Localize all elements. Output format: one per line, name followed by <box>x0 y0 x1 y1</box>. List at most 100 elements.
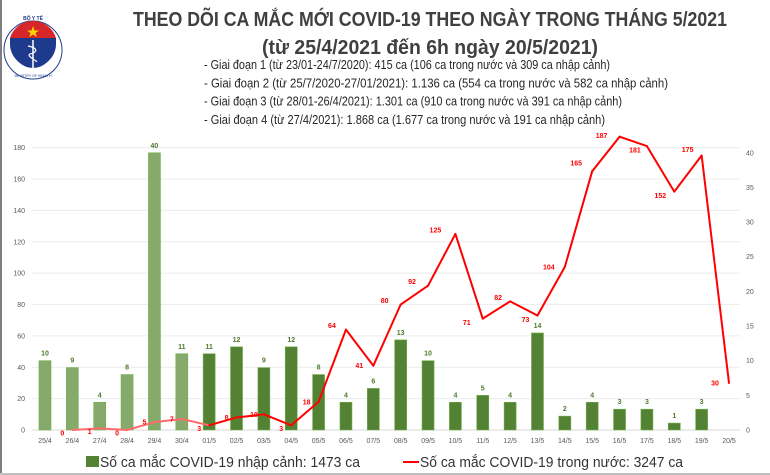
x-tick-label: 04/5 <box>284 438 298 445</box>
line-data-label: 92 <box>408 279 416 286</box>
right-tick-label: 25 <box>746 254 754 261</box>
x-tick-label: 02/5 <box>230 438 244 445</box>
left-tick-label: 140 <box>13 208 25 215</box>
x-tick-label: 30/4 <box>175 438 189 445</box>
x-tick-label: 05/5 <box>312 438 326 445</box>
bar-data-label: 3 <box>645 399 649 406</box>
x-tick-label: 28/4 <box>120 438 134 445</box>
line-data-label: 181 <box>629 148 641 155</box>
bar <box>120 374 134 431</box>
x-tick-label: 26/4 <box>66 438 80 445</box>
legend-label-bar: Số ca mắc COVID-19 nhập cảnh: 1473 ca <box>100 454 361 471</box>
bar <box>93 401 107 431</box>
bar-data-label: 9 <box>70 358 74 365</box>
line-segment <box>399 284 430 306</box>
x-tick-label: 07/5 <box>367 438 381 445</box>
line-segment <box>536 265 566 317</box>
line-segment <box>180 418 211 427</box>
line-data-label: 41 <box>355 363 363 370</box>
bar <box>667 422 681 431</box>
phase-summary-item: - Giai đoạn 4 (từ 27/4/2021): 1.868 ca (… <box>204 113 605 127</box>
line-segment <box>235 413 265 419</box>
bar-data-label: 3 <box>618 399 622 406</box>
right-tick-label: 35 <box>746 185 754 192</box>
left-tick-label: 80 <box>17 302 25 309</box>
legend-label-line: Số ca mắc COVID-19 trong nước: 3247 ca <box>420 454 684 471</box>
bar-data-label: 4 <box>98 392 102 399</box>
x-tick-label: 17/5 <box>640 438 654 445</box>
line-data-label: 10 <box>250 412 258 419</box>
line-data-label: 125 <box>430 227 442 234</box>
left-tick-label: 100 <box>13 271 25 278</box>
line-segment <box>153 418 183 424</box>
line-segment <box>591 135 621 173</box>
bar <box>202 353 216 431</box>
right-tick-label: 5 <box>746 393 750 400</box>
right-tick-label: 10 <box>746 358 754 365</box>
line-data-label: 165 <box>570 161 582 168</box>
line-segment <box>262 413 293 427</box>
line-segment <box>344 328 375 367</box>
bar <box>38 360 52 431</box>
bar-data-label: 6 <box>371 378 375 385</box>
bar <box>585 401 599 431</box>
legend: Số ca mắc COVID-19 nhập cảnh: 1473 ca Số… <box>86 454 684 471</box>
bar <box>339 401 353 431</box>
bar <box>476 395 490 431</box>
x-tick-label: 03/5 <box>257 438 271 445</box>
left-tick-label: 160 <box>13 177 25 184</box>
line-segment <box>427 232 457 287</box>
bar <box>175 353 189 431</box>
left-axis: 0 20 40 60 80 100 120 140 160 180 <box>13 145 25 434</box>
bar <box>695 408 708 431</box>
line-segment <box>71 427 101 431</box>
line-data-label: 187 <box>596 133 608 140</box>
line-data-label: 73 <box>522 317 530 324</box>
bar-data-label: 11 <box>205 344 213 351</box>
line-data-label: 7 <box>170 417 174 424</box>
right-tick-label: 15 <box>746 324 754 331</box>
bar <box>394 339 407 431</box>
x-tick-label: 13/5 <box>531 438 545 445</box>
left-tick-label: 20 <box>17 396 25 403</box>
bar-data-label: 1 <box>672 413 676 420</box>
right-tick-label: 30 <box>746 220 754 227</box>
phase-summary-item: - Giai đoạn 2 (từ 25/7/2020-27/01/2021):… <box>204 76 668 90</box>
bar-data-label: 2 <box>563 406 567 413</box>
ministry-logo: BỘ Y TẾ MINISTRY OF HEALTH <box>3 14 63 80</box>
svg-text:MINISTRY OF HEALTH: MINISTRY OF HEALTH <box>15 74 52 78</box>
line-segment <box>509 300 539 317</box>
x-tick-label: 06/5 <box>339 438 353 445</box>
bar-data-label: 4 <box>508 392 512 399</box>
chart-title: THEO DÕI CA MẮC MỚI COVID-19 THEO NGÀY T… <box>133 7 727 31</box>
bar-data-label: 12 <box>287 337 295 344</box>
bar <box>613 408 626 431</box>
bar-data-label: 3 <box>700 399 704 406</box>
bar-data-label: 8 <box>125 365 129 372</box>
right-axis: 0 5 10 15 20 25 30 35 40 <box>746 150 754 434</box>
bar-data-label: 10 <box>424 351 432 358</box>
line-segment <box>98 427 129 431</box>
bar-data-label: 4 <box>344 392 348 399</box>
left-tick-label: 120 <box>13 239 25 246</box>
svg-text:BỘ Y TẾ: BỘ Y TẾ <box>23 14 43 22</box>
line-segment <box>317 328 347 403</box>
line-data-label: 5 <box>142 420 146 427</box>
x-tick-label: 18/5 <box>667 438 681 445</box>
bar <box>503 401 517 431</box>
line-segment <box>290 400 320 427</box>
bar-data-label: 9 <box>262 358 266 365</box>
line-data-label: 3 <box>279 426 283 433</box>
x-tick-label: 14/5 <box>558 438 572 445</box>
line-data-label: 0 <box>115 431 119 438</box>
bar <box>148 152 161 431</box>
line-segment <box>454 232 484 320</box>
bar-data-label: 11 <box>178 344 186 351</box>
line-segment <box>481 300 512 320</box>
bar <box>230 346 243 431</box>
line-data-label: 18 <box>303 399 311 406</box>
bar <box>367 388 380 431</box>
line-data-label: 0 <box>60 431 64 438</box>
